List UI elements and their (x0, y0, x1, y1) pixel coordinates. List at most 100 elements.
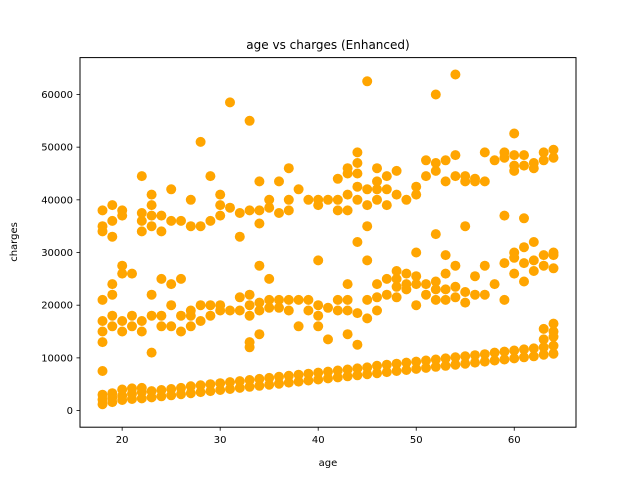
y-tick-label: 20000 (41, 301, 73, 312)
data-point (421, 171, 431, 182)
data-point (254, 176, 265, 187)
data-point (254, 218, 265, 229)
y-axis-ticks: 0 10000 20000 30000 40000 50000 60000 (41, 90, 80, 417)
data-point (362, 221, 373, 232)
data-point (313, 367, 324, 378)
data-point (538, 250, 549, 261)
data-point (430, 158, 441, 168)
data-point (411, 271, 422, 282)
data-point (107, 310, 118, 321)
data-point (156, 210, 167, 221)
data-point (430, 229, 441, 240)
data-point (460, 287, 471, 297)
data-point (146, 200, 157, 211)
data-point (372, 279, 382, 290)
data-point (244, 310, 255, 321)
data-point (117, 384, 128, 395)
data-point (234, 231, 245, 242)
data-point (499, 346, 510, 357)
data-point (225, 202, 235, 213)
data-point (391, 292, 402, 303)
data-point (430, 276, 441, 287)
data-point (313, 374, 324, 385)
data-point (519, 150, 529, 161)
data-point (401, 194, 412, 205)
data-point (470, 357, 480, 368)
data-point (313, 310, 324, 321)
data-point (215, 210, 226, 221)
data-point (225, 384, 235, 394)
y-axis-label: charges (9, 222, 20, 262)
data-point (450, 69, 461, 80)
data-point (185, 194, 196, 205)
data-point (450, 292, 461, 303)
data-point (391, 165, 402, 176)
data-point (342, 279, 353, 290)
data-point (107, 200, 118, 211)
data-point (97, 205, 108, 216)
data-point (254, 205, 265, 216)
data-point (460, 297, 471, 308)
data-point (205, 386, 216, 397)
data-point (166, 384, 177, 394)
data-point (362, 200, 373, 211)
data-point (440, 176, 451, 187)
data-point (548, 318, 559, 329)
x-tick-label: 60 (508, 435, 521, 446)
data-point (509, 160, 520, 171)
data-point (136, 326, 147, 337)
scatter-points (97, 69, 559, 410)
data-point (274, 378, 284, 389)
data-point (411, 247, 422, 258)
data-point (323, 334, 333, 345)
data-point (185, 381, 196, 392)
data-point (166, 321, 177, 332)
data-point (470, 173, 480, 184)
x-axis-ticks: 20 30 40 50 60 (116, 427, 521, 446)
data-point (411, 363, 422, 374)
y-tick-label: 0 (67, 406, 73, 417)
data-point (156, 273, 167, 284)
data-point (460, 171, 471, 182)
data-point (97, 389, 108, 400)
data-point (215, 300, 226, 311)
data-point (166, 279, 177, 290)
data-point (283, 163, 294, 174)
data-point (323, 302, 333, 313)
data-point (430, 165, 441, 176)
data-point (156, 321, 167, 332)
data-point (489, 279, 500, 290)
data-point (372, 194, 382, 205)
data-point (421, 155, 431, 166)
data-point (430, 354, 441, 365)
data-point (107, 215, 118, 226)
data-point (499, 258, 510, 269)
data-point (499, 294, 510, 305)
data-point (274, 208, 284, 218)
data-point (528, 255, 539, 266)
data-point (146, 310, 157, 321)
data-point (372, 184, 382, 195)
data-point (244, 289, 255, 300)
data-point (460, 351, 471, 362)
data-point (519, 352, 529, 363)
data-point (528, 351, 539, 362)
data-point (313, 300, 324, 311)
data-point (460, 358, 471, 369)
data-point (499, 147, 510, 158)
data-point (303, 294, 314, 305)
x-tick-label: 50 (410, 435, 423, 446)
data-point (97, 294, 108, 305)
data-point (215, 378, 226, 389)
data-point (411, 181, 422, 192)
data-point (215, 189, 226, 200)
plot-frame (79, 57, 577, 428)
data-point (283, 205, 294, 216)
x-tick-label: 20 (116, 435, 129, 446)
data-point (156, 385, 167, 395)
data-point (372, 292, 382, 303)
y-tick-label: 40000 (41, 195, 73, 206)
data-point (97, 316, 108, 326)
y-tick-label: 10000 (41, 353, 73, 364)
